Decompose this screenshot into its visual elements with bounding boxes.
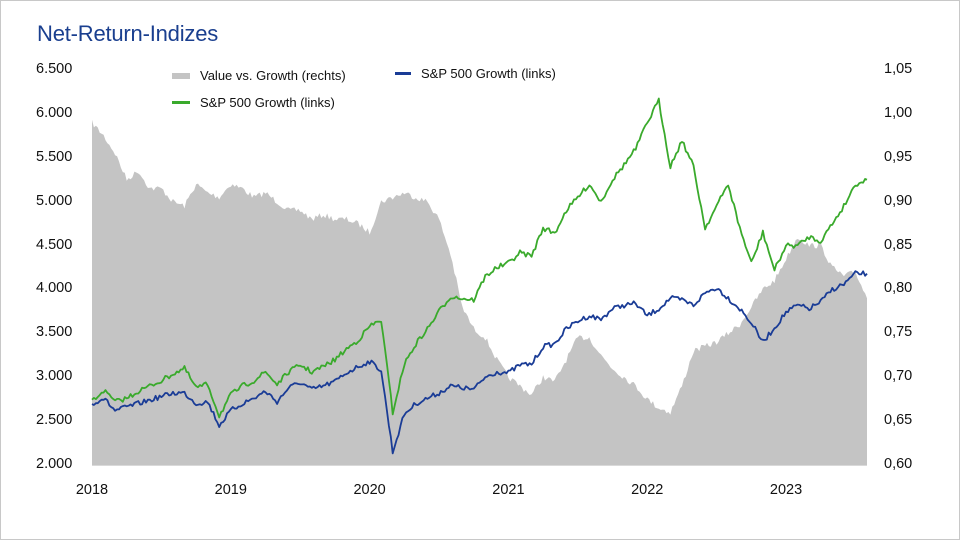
x-tick-label: 2020 xyxy=(353,482,386,498)
y-left-tick-label: 6.000 xyxy=(36,104,73,121)
y-left-tick-label: 5.000 xyxy=(36,192,73,209)
x-tick-label: 2018 xyxy=(75,482,109,498)
y-right-tick-label: 0,70 xyxy=(884,368,913,385)
legend-item-sp500-growth-blue: S&P 500 Growth (links) xyxy=(395,66,556,81)
legend-label: S&P 500 Growth (links) xyxy=(200,95,335,110)
legend-line-swatch-icon xyxy=(172,101,190,104)
legend-line-swatch-icon xyxy=(395,72,411,75)
series-line-sp500-growth-green xyxy=(91,97,868,419)
x-tick-label: 2019 xyxy=(214,482,247,498)
y-right-tick-label: 0,95 xyxy=(884,148,913,165)
legend-item-sp500-growth-green: S&P 500 Growth (links) xyxy=(172,95,335,110)
chart-title: Net-Return-Indizes xyxy=(37,21,219,46)
y-right-tick-label: 0,85 xyxy=(884,236,913,253)
y-left-tick-label: 4.500 xyxy=(36,236,73,253)
x-tick-label: 2021 xyxy=(492,482,525,498)
legend-area-swatch-icon xyxy=(172,72,190,79)
y-left-tick-label: 3.500 xyxy=(36,324,73,341)
legend-label: S&P 500 Growth (links) xyxy=(421,66,556,81)
y-left-tick-label: 6.500 xyxy=(36,61,73,77)
y-right-tick-label: 0,65 xyxy=(884,412,913,429)
y-left-tick-label: 4.000 xyxy=(36,280,73,297)
y-right-tick-label: 0,60 xyxy=(884,456,913,472)
series-line-sp500-growth-blue xyxy=(91,270,868,455)
y-right-tick-label: 0,90 xyxy=(884,192,913,209)
y-right-tick-label: 0,75 xyxy=(884,324,913,341)
y-left-tick-label: 2.000 xyxy=(36,456,73,472)
y-left-tick-label: 5.500 xyxy=(36,148,73,165)
y-right-tick-label: 1,05 xyxy=(884,61,913,77)
x-tick-label: 2023 xyxy=(769,482,803,498)
legend-item-value-vs-growth: Value vs. Growth (rechts) xyxy=(172,68,346,83)
y-right-tick-label: 0,80 xyxy=(884,280,913,297)
y-left-tick-label: 2.500 xyxy=(36,412,73,429)
legend-label: Value vs. Growth (rechts) xyxy=(200,68,346,83)
y-right-tick-label: 1,00 xyxy=(884,104,913,121)
x-tick-label: 2022 xyxy=(631,482,664,498)
y-left-tick-label: 3.000 xyxy=(36,368,73,385)
series-area-value-vs-growth xyxy=(92,119,867,465)
